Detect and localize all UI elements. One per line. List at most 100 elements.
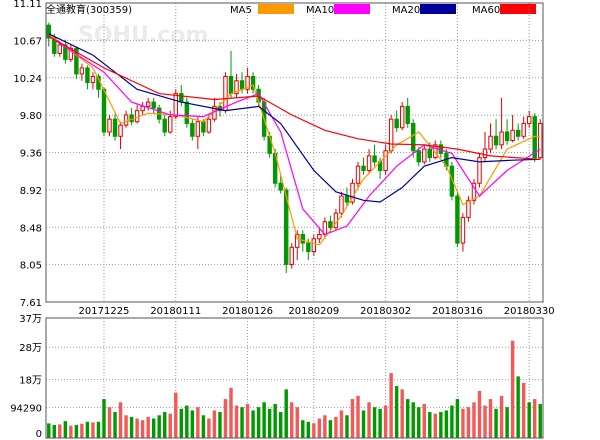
volume-bar bbox=[328, 420, 333, 438]
candle bbox=[532, 113, 537, 162]
volume-bar bbox=[278, 412, 283, 438]
chart-title: 全通教育(300359) bbox=[46, 3, 132, 16]
candle-body bbox=[388, 118, 394, 152]
candle-body bbox=[162, 118, 167, 133]
candle-body bbox=[284, 189, 289, 265]
candle-body bbox=[526, 116, 532, 124]
candle-body bbox=[493, 135, 499, 146]
candle-body bbox=[101, 88, 107, 133]
candle-body bbox=[151, 101, 156, 109]
candle-body bbox=[311, 238, 317, 253]
candle bbox=[228, 50, 234, 98]
volume-bar bbox=[58, 424, 62, 438]
candle-body bbox=[328, 221, 333, 229]
volume-bar bbox=[190, 410, 195, 438]
candle bbox=[488, 123, 493, 154]
candle-body bbox=[173, 93, 178, 118]
candle-body bbox=[295, 234, 300, 248]
volume-bar bbox=[389, 373, 393, 438]
watermark: SOHU.com bbox=[78, 23, 208, 48]
candle bbox=[250, 72, 256, 94]
candle bbox=[411, 119, 416, 158]
volume-tick-label: 0 bbox=[36, 429, 42, 440]
volume-bar bbox=[533, 399, 537, 438]
candle bbox=[184, 97, 190, 128]
ma-line-ma20 bbox=[48, 33, 541, 203]
candle bbox=[85, 65, 90, 90]
legend-label-ma5: MA5 bbox=[230, 5, 252, 16]
volume-bar bbox=[140, 420, 145, 438]
candle-body bbox=[123, 114, 129, 126]
candle-body bbox=[195, 121, 201, 137]
price-tick-label: 10.67 bbox=[13, 36, 42, 47]
volume-bar bbox=[207, 418, 211, 438]
candle-body bbox=[74, 47, 79, 75]
volume-bar bbox=[450, 405, 454, 438]
volume-bar bbox=[499, 395, 504, 438]
candle-body bbox=[510, 129, 515, 142]
volume-bar bbox=[411, 402, 415, 438]
volume-bar bbox=[234, 405, 239, 438]
candle bbox=[46, 22, 51, 47]
volume-bar bbox=[102, 399, 106, 438]
volume-bar bbox=[334, 416, 338, 438]
volume-bar bbox=[174, 392, 178, 438]
volume-bar bbox=[290, 402, 294, 438]
volume-bar bbox=[516, 376, 520, 438]
volume-bar bbox=[433, 413, 438, 438]
candle-body bbox=[482, 148, 488, 159]
volume-bar bbox=[168, 413, 172, 438]
candle-body bbox=[90, 75, 96, 83]
candle-body bbox=[300, 234, 305, 244]
candle-body bbox=[538, 122, 543, 159]
candle bbox=[361, 157, 366, 175]
volume-panel-frame bbox=[45, 317, 544, 439]
date-tick-label: 20180209 bbox=[288, 306, 339, 317]
volume-bar bbox=[461, 408, 465, 438]
candle bbox=[455, 191, 460, 248]
candle-body bbox=[140, 105, 145, 112]
candle-body bbox=[63, 44, 68, 60]
volume-tick-label: 18万 bbox=[19, 376, 42, 387]
candle-body bbox=[394, 118, 399, 129]
volume-bar bbox=[245, 403, 250, 438]
candle-body bbox=[206, 118, 212, 133]
candle-body bbox=[466, 199, 471, 218]
volume-bar bbox=[483, 405, 487, 438]
candle-body bbox=[289, 246, 294, 265]
volume-bar bbox=[251, 410, 255, 438]
candle-body bbox=[46, 24, 51, 39]
price-tick-label: 9.36 bbox=[20, 149, 42, 160]
candle bbox=[493, 119, 499, 150]
candle bbox=[405, 97, 410, 128]
volume-tick-label: 37万 bbox=[19, 314, 42, 325]
volume-bar bbox=[74, 425, 79, 438]
candle bbox=[449, 161, 455, 201]
volume-bar bbox=[417, 407, 421, 438]
candle bbox=[234, 73, 239, 98]
candle-body bbox=[112, 118, 118, 137]
candle-body bbox=[234, 80, 239, 95]
volume-bar bbox=[505, 407, 509, 438]
volume-grid bbox=[46, 346, 543, 408]
candle bbox=[460, 213, 466, 252]
volume-bar bbox=[350, 399, 355, 438]
price-tick-label: 7.61 bbox=[20, 298, 42, 309]
volume-bar bbox=[124, 415, 128, 438]
volume-bar bbox=[372, 407, 377, 438]
candle-body bbox=[57, 44, 63, 54]
volume-bar bbox=[361, 410, 366, 438]
candle-body bbox=[521, 122, 526, 137]
date-tick-label: 20180302 bbox=[360, 306, 411, 317]
price-axis-labels: 11.11 10.67 10.24 9.80 9.36 8.92 8.48 8.05 7.61 bbox=[13, 0, 42, 309]
volume-bar bbox=[295, 407, 299, 438]
volume-bar bbox=[185, 405, 189, 438]
volume-axis-labels: 37万 28万 18万 94290 0 bbox=[10, 314, 42, 440]
volume-bars bbox=[47, 340, 542, 438]
volume-bar bbox=[69, 425, 73, 438]
candle-body bbox=[455, 195, 460, 244]
candle bbox=[372, 144, 377, 167]
candle-body bbox=[184, 101, 190, 124]
candle bbox=[140, 102, 145, 115]
